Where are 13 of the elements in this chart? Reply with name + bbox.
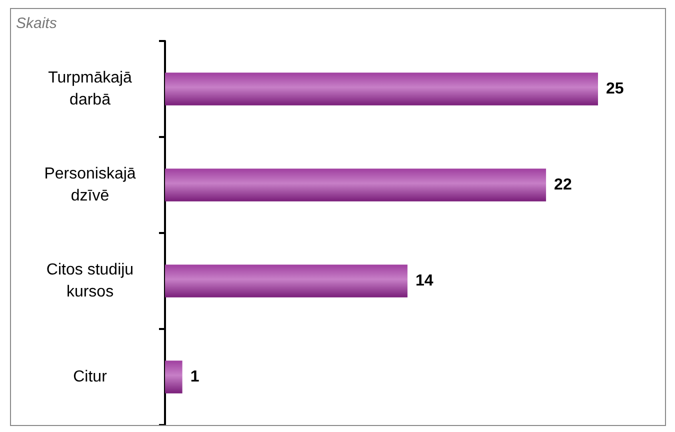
y-tick-label: Citos studiju kursos bbox=[46, 262, 134, 300]
text: Skaits bbox=[16, 15, 58, 32]
bar bbox=[165, 72, 598, 106]
bar bbox=[165, 264, 408, 298]
y-tick-label: Citur bbox=[73, 368, 108, 386]
y-tick-label: Turpmākajā darbā bbox=[48, 70, 132, 108]
y-tick-label: Personiskajā dzīvē bbox=[44, 166, 136, 204]
bar bbox=[165, 360, 182, 394]
data-label: 25 bbox=[606, 80, 624, 98]
data-label: 1 bbox=[190, 368, 200, 386]
data-label: 14 bbox=[415, 272, 434, 290]
bar bbox=[165, 168, 546, 202]
data-label: 22 bbox=[554, 176, 572, 194]
